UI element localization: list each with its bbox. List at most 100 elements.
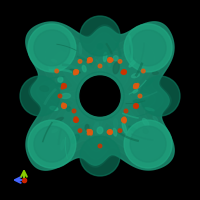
Ellipse shape: [138, 93, 149, 99]
Ellipse shape: [132, 73, 139, 78]
Circle shape: [130, 126, 166, 162]
Circle shape: [80, 76, 120, 116]
Circle shape: [124, 109, 128, 113]
Ellipse shape: [71, 116, 79, 126]
Ellipse shape: [57, 83, 62, 87]
Ellipse shape: [52, 129, 57, 132]
Circle shape: [74, 70, 78, 74]
Circle shape: [134, 105, 136, 108]
Ellipse shape: [48, 64, 55, 73]
Circle shape: [75, 119, 78, 121]
Ellipse shape: [51, 60, 57, 62]
Circle shape: [121, 71, 123, 74]
Circle shape: [118, 129, 122, 132]
Circle shape: [140, 76, 180, 116]
Circle shape: [78, 129, 82, 132]
Circle shape: [136, 105, 138, 107]
Circle shape: [90, 133, 92, 135]
Ellipse shape: [70, 69, 80, 73]
Ellipse shape: [94, 122, 98, 130]
Polygon shape: [60, 56, 140, 136]
Circle shape: [133, 86, 136, 89]
Circle shape: [130, 30, 166, 66]
Ellipse shape: [113, 62, 119, 74]
Ellipse shape: [113, 128, 117, 136]
Circle shape: [98, 144, 102, 148]
Circle shape: [20, 76, 60, 116]
Circle shape: [107, 131, 110, 133]
Circle shape: [64, 104, 66, 107]
Circle shape: [98, 64, 102, 68]
Ellipse shape: [108, 59, 110, 67]
Circle shape: [28, 24, 76, 72]
Polygon shape: [52, 48, 148, 144]
Polygon shape: [76, 72, 124, 120]
Circle shape: [122, 118, 126, 122]
Circle shape: [109, 59, 111, 61]
Circle shape: [58, 94, 62, 98]
Circle shape: [34, 30, 70, 66]
Circle shape: [75, 71, 78, 73]
Circle shape: [87, 129, 89, 132]
Ellipse shape: [129, 53, 133, 57]
Circle shape: [110, 131, 112, 133]
Ellipse shape: [103, 140, 109, 148]
Circle shape: [61, 87, 64, 89]
Ellipse shape: [82, 65, 86, 72]
Ellipse shape: [61, 140, 64, 150]
Circle shape: [109, 58, 112, 60]
Ellipse shape: [85, 124, 89, 130]
Circle shape: [72, 109, 76, 113]
Ellipse shape: [50, 106, 58, 110]
Circle shape: [137, 83, 139, 86]
Circle shape: [134, 104, 138, 108]
Circle shape: [74, 117, 77, 119]
Ellipse shape: [122, 122, 126, 133]
Ellipse shape: [58, 77, 63, 82]
Circle shape: [134, 84, 138, 88]
Ellipse shape: [40, 86, 49, 91]
Circle shape: [74, 118, 78, 122]
Circle shape: [88, 58, 90, 61]
Ellipse shape: [143, 118, 149, 126]
Ellipse shape: [139, 62, 144, 66]
Circle shape: [109, 132, 111, 135]
Circle shape: [108, 58, 112, 62]
Circle shape: [75, 117, 77, 119]
Ellipse shape: [103, 52, 107, 62]
Ellipse shape: [143, 128, 148, 134]
Ellipse shape: [97, 127, 103, 134]
Circle shape: [89, 58, 91, 60]
Circle shape: [62, 105, 64, 107]
Circle shape: [34, 126, 70, 162]
Circle shape: [73, 73, 76, 75]
Ellipse shape: [146, 79, 153, 86]
Ellipse shape: [113, 56, 118, 61]
Circle shape: [62, 104, 66, 108]
Polygon shape: [83, 79, 117, 113]
Circle shape: [80, 136, 120, 176]
Circle shape: [62, 85, 64, 87]
Ellipse shape: [71, 134, 79, 143]
Circle shape: [142, 69, 145, 73]
Ellipse shape: [129, 59, 137, 67]
Circle shape: [135, 105, 138, 108]
Circle shape: [123, 121, 126, 123]
Ellipse shape: [153, 116, 158, 122]
Circle shape: [78, 60, 82, 63]
Polygon shape: [68, 64, 132, 128]
Circle shape: [80, 16, 120, 56]
Ellipse shape: [145, 108, 154, 111]
Circle shape: [136, 85, 138, 88]
Circle shape: [87, 61, 90, 63]
Polygon shape: [44, 40, 156, 152]
Polygon shape: [27, 23, 173, 169]
Circle shape: [28, 120, 76, 168]
Ellipse shape: [67, 107, 71, 111]
Circle shape: [88, 58, 92, 62]
Ellipse shape: [133, 90, 138, 93]
Circle shape: [87, 133, 90, 135]
Circle shape: [122, 70, 126, 74]
Circle shape: [62, 84, 64, 86]
Ellipse shape: [114, 119, 118, 128]
